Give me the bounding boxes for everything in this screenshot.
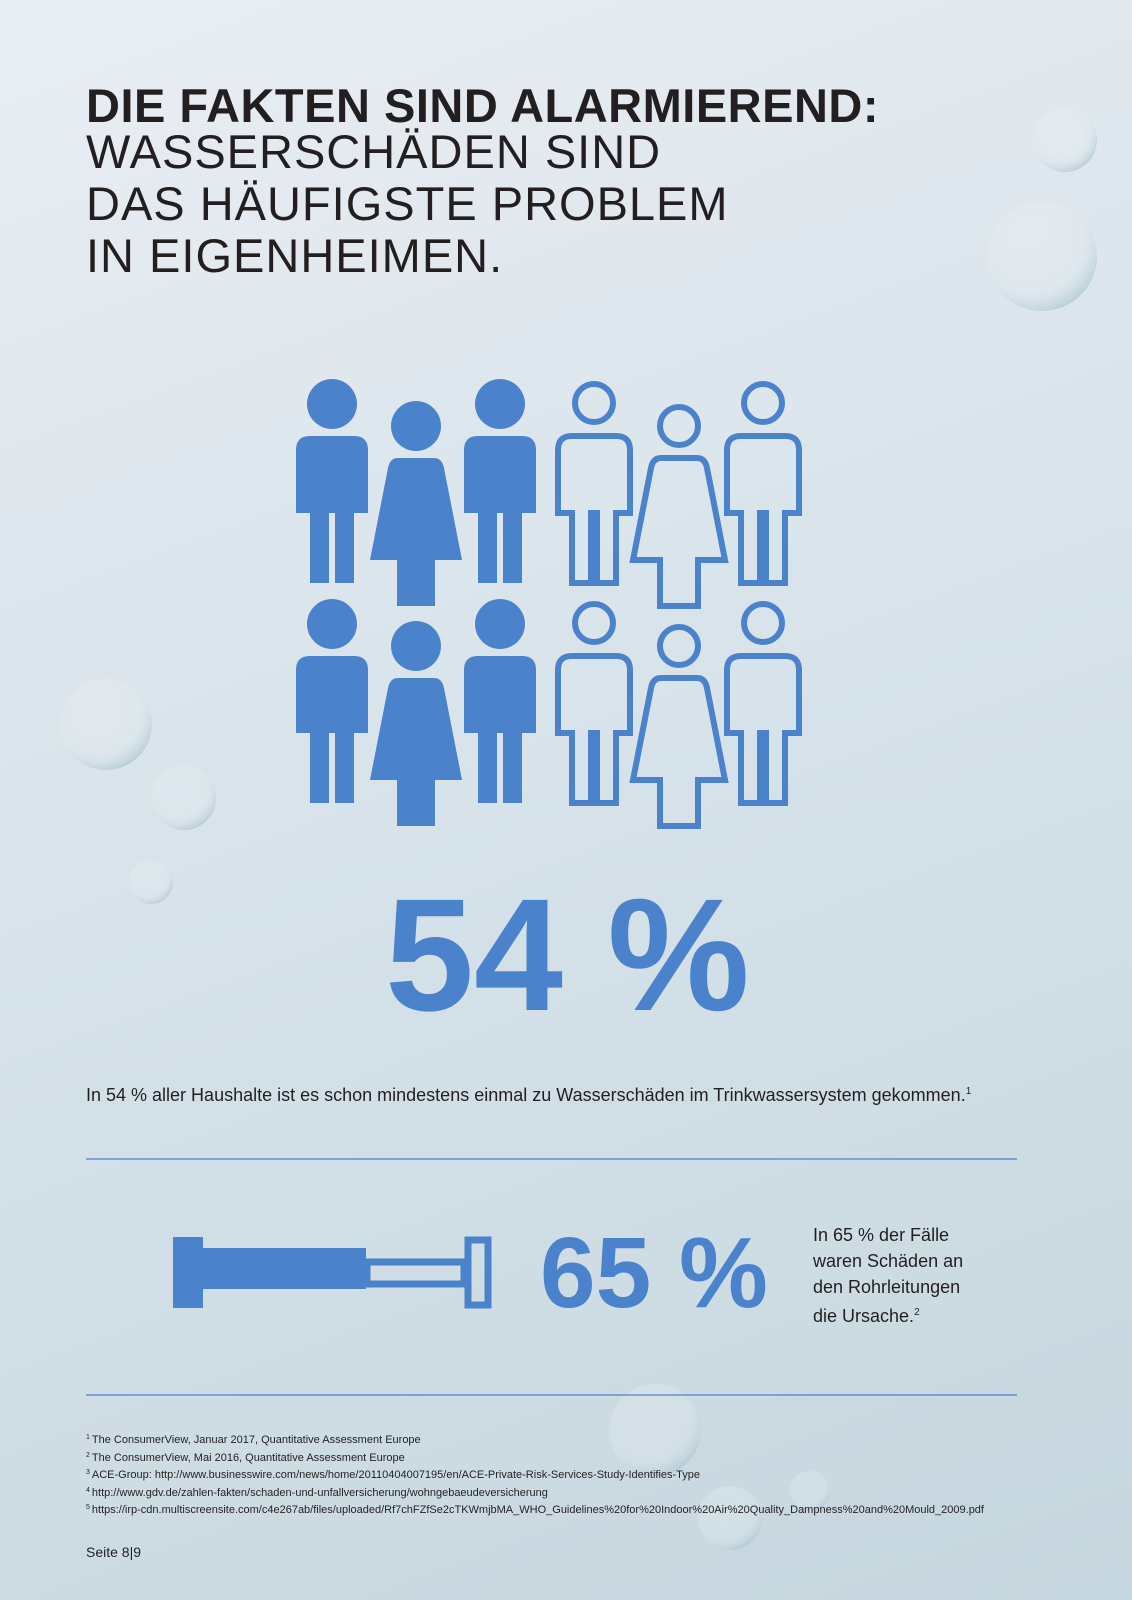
footnote-ref: 2	[914, 1307, 920, 1318]
person-icon	[629, 404, 729, 609]
pipe-empty	[363, 1258, 468, 1288]
text-line: In 65 % der Fälle	[813, 1225, 950, 1245]
bubble	[790, 1471, 830, 1511]
person-icon	[464, 599, 536, 803]
footnote: 4 http://www.gdv.de/zahlen-fakten/schaden…	[86, 1487, 548, 1499]
footnote-mark: 4	[86, 1486, 90, 1494]
footnote-text: https://irp-cdn.multiscreensite.com/c4e2…	[91, 1504, 984, 1516]
bubble	[698, 1486, 762, 1550]
footnote-mark: 2	[86, 1451, 90, 1459]
head	[475, 379, 525, 429]
person-icon	[370, 621, 462, 826]
subtitle-line: WASSERSCHÄDEN SIND	[86, 125, 662, 178]
footnote-ref: 1	[965, 1086, 972, 1097]
bubbles	[60, 108, 1097, 1550]
person-icon	[724, 601, 802, 806]
body	[629, 675, 729, 829]
body	[724, 653, 802, 806]
body	[555, 433, 633, 586]
body	[296, 436, 368, 583]
body	[464, 436, 536, 583]
head	[741, 601, 785, 645]
people-pictogram	[296, 379, 802, 829]
footnote-text: ACE-Group: http://www.businesswire.com/n…	[91, 1469, 701, 1481]
body	[629, 455, 729, 609]
body	[724, 433, 802, 586]
head	[741, 381, 785, 425]
bubble	[60, 678, 152, 770]
bubble	[129, 860, 173, 904]
text: die Ursache.	[813, 1306, 915, 1326]
footnote-text: http://www.gdv.de/zahlen-fakten/schaden-…	[91, 1486, 548, 1499]
footnote-text: The ConsumerView, Januar 2017, Quantitat…	[91, 1434, 421, 1446]
stat-text: In 65 % der Fälle waren Schäden an den R…	[813, 1222, 963, 1329]
footnote: 2 The ConsumerView, Mai 2016, Quantitativ…	[86, 1452, 405, 1464]
head	[475, 599, 525, 649]
text: In 54 % aller Haushalte ist es schon min…	[86, 1085, 966, 1105]
bubble	[609, 1384, 701, 1476]
head	[657, 624, 701, 668]
head	[391, 401, 441, 451]
page-number: Seite 8|9	[86, 1544, 142, 1560]
footnote-text: The ConsumerView, Mai 2016, Quantitative…	[91, 1451, 405, 1464]
subtitle-line: DAS HÄUFIGSTE PROBLEM	[86, 177, 729, 230]
stat-text: In 54 % aller Haushalte ist es schon min…	[86, 1085, 971, 1106]
head	[307, 599, 357, 649]
head	[657, 404, 701, 448]
body	[370, 458, 462, 606]
pipe-cap	[173, 1237, 203, 1308]
footnote-mark: 5	[86, 1504, 90, 1511]
pipe-icon	[173, 1236, 492, 1309]
body	[464, 656, 536, 803]
stat-value: 54 %	[385, 865, 750, 1044]
person-icon	[555, 381, 633, 586]
footnote: 3 ACE-Group: http://www.businesswire.com/…	[86, 1469, 700, 1481]
bubble	[987, 201, 1097, 311]
head	[391, 621, 441, 671]
pipe-filled	[203, 1248, 366, 1289]
person-icon	[724, 381, 802, 586]
person-icon	[629, 624, 729, 829]
person-icon	[464, 379, 536, 583]
title: DIE FAKTEN SIND ALARMIEREND:	[86, 79, 879, 132]
footnote-mark: 3	[86, 1469, 90, 1476]
body	[555, 653, 633, 806]
head	[572, 601, 616, 645]
head	[307, 379, 357, 429]
person-icon	[296, 599, 368, 803]
footnote-mark: 1	[86, 1434, 90, 1441]
body	[296, 656, 368, 803]
text-line: die Ursache.2	[813, 1300, 963, 1329]
stat-value: 65 %	[540, 1217, 768, 1329]
footnote: 1 The ConsumerView, Januar 2017, Quantita…	[86, 1434, 421, 1446]
person-icon	[555, 601, 633, 806]
body	[370, 678, 462, 826]
text-line: den Rohrleitungen	[813, 1277, 961, 1297]
bubble	[1033, 108, 1097, 172]
bubble	[152, 766, 216, 830]
head	[572, 381, 616, 425]
person-icon	[370, 401, 462, 606]
subtitle-line: IN EIGENHEIMEN.	[86, 229, 504, 282]
footnote: 5 https://irp-cdn.multiscreensite.com/c4e…	[86, 1504, 984, 1516]
person-icon	[296, 379, 368, 583]
pipe-end	[464, 1236, 492, 1309]
text-line: waren Schäden an	[813, 1251, 964, 1271]
